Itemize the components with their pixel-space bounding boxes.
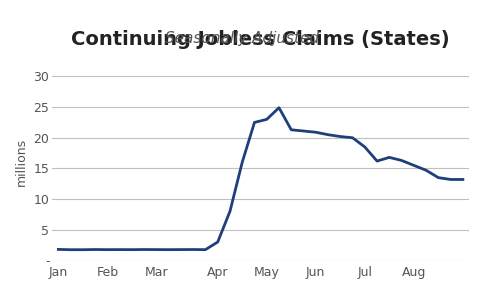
Y-axis label: millions: millions [15,138,28,186]
Text: Seasonally Adjusted: Seasonally Adjusted [165,31,319,46]
Title: Continuing Jobless Claims (States): Continuing Jobless Claims (States) [71,30,450,49]
